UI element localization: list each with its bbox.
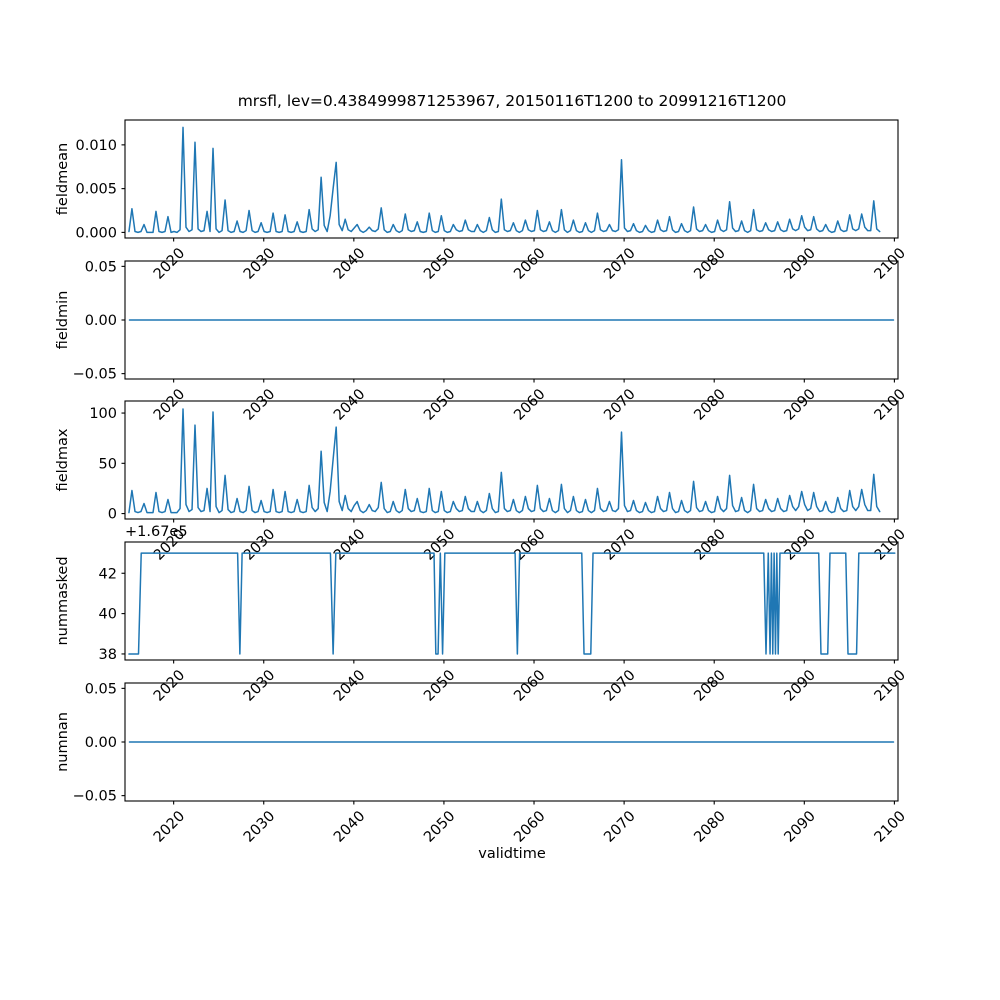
y-tick-label: 0.05	[85, 681, 117, 697]
y-tick-label: −0.05	[73, 789, 117, 805]
y-axis-label: fieldmax	[55, 428, 71, 491]
y-tick-label: 0.005	[75, 182, 117, 198]
axes-frame	[124, 119, 899, 239]
y-tick-label: 38	[99, 647, 117, 663]
y-axis-offset-text: +1.67e5	[125, 524, 188, 540]
y-tick-label: 100	[89, 406, 117, 422]
y-tick-label: 0.05	[85, 259, 117, 275]
y-tick-label: 0	[108, 507, 117, 523]
y-tick-label: 50	[99, 456, 117, 472]
y-tick-label: 40	[99, 607, 117, 623]
y-axis-label: fieldmin	[55, 291, 71, 350]
data-series-nummasked	[128, 552, 896, 655]
y-tick-label: 0.00	[85, 313, 117, 329]
y-tick-label: 0.010	[75, 138, 117, 154]
y-axis-label: nummasked	[55, 556, 71, 645]
y-tick-label: 42	[99, 566, 117, 582]
axes-frame	[124, 541, 899, 661]
axes-frame	[124, 400, 899, 520]
data-series-fieldmean	[128, 126, 881, 234]
y-tick-label: −0.05	[73, 367, 117, 383]
x-axis-label: validtime	[478, 846, 546, 862]
y-tick-label: 0.00	[85, 735, 117, 751]
y-tick-label: 0.000	[75, 225, 117, 241]
data-series-fieldmax	[128, 408, 881, 514]
y-axis-label: fieldmean	[55, 143, 71, 215]
figure-title: mrsfl, lev=0.4384999871253967, 20150116T…	[238, 92, 787, 110]
y-axis-label: numnan	[55, 712, 71, 772]
